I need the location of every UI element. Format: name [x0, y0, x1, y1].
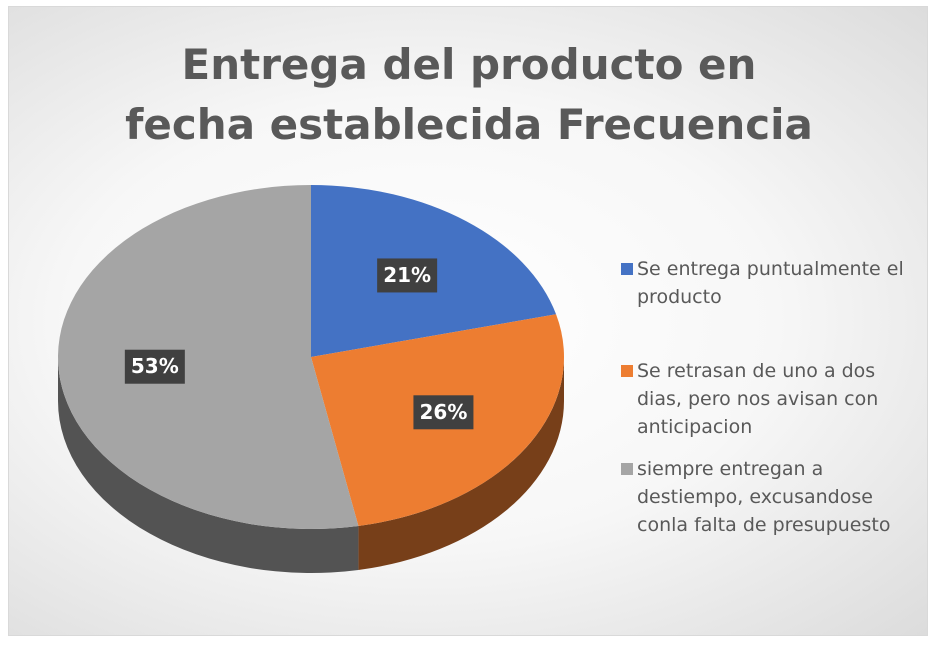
- legend-swatch: [621, 263, 633, 275]
- slice-side: [358, 357, 564, 570]
- data-label-box: [124, 349, 185, 384]
- data-label: 21%: [383, 263, 431, 287]
- chart: Entrega del producto en fecha establecid…: [8, 6, 928, 636]
- pie-area: 21% 26% 53%: [58, 185, 564, 573]
- legend-label: Se retrasan de uno a dos dias, pero nos …: [637, 360, 879, 438]
- legend-label: Se entrega puntualmente el producto: [637, 258, 904, 308]
- legend-swatch: [621, 365, 633, 377]
- data-label: 53%: [131, 354, 179, 378]
- data-label: 26%: [420, 400, 468, 424]
- slice-side: [58, 357, 359, 573]
- legend-item: Se entrega puntualmente el producto: [621, 255, 921, 311]
- data-label-box: [377, 258, 438, 293]
- legend-item: Se retrasan de uno a dos dias, pero nos …: [621, 357, 921, 441]
- legend-swatch: [621, 463, 633, 475]
- slice: [58, 185, 359, 529]
- legend-item: siempre entregan a destiempo, excusandos…: [621, 455, 921, 539]
- chart-title: Entrega del producto en fecha establecid…: [125, 40, 813, 149]
- data-label-box: [413, 395, 474, 430]
- legend-label: siempre entregan a destiempo, excusandos…: [637, 458, 891, 536]
